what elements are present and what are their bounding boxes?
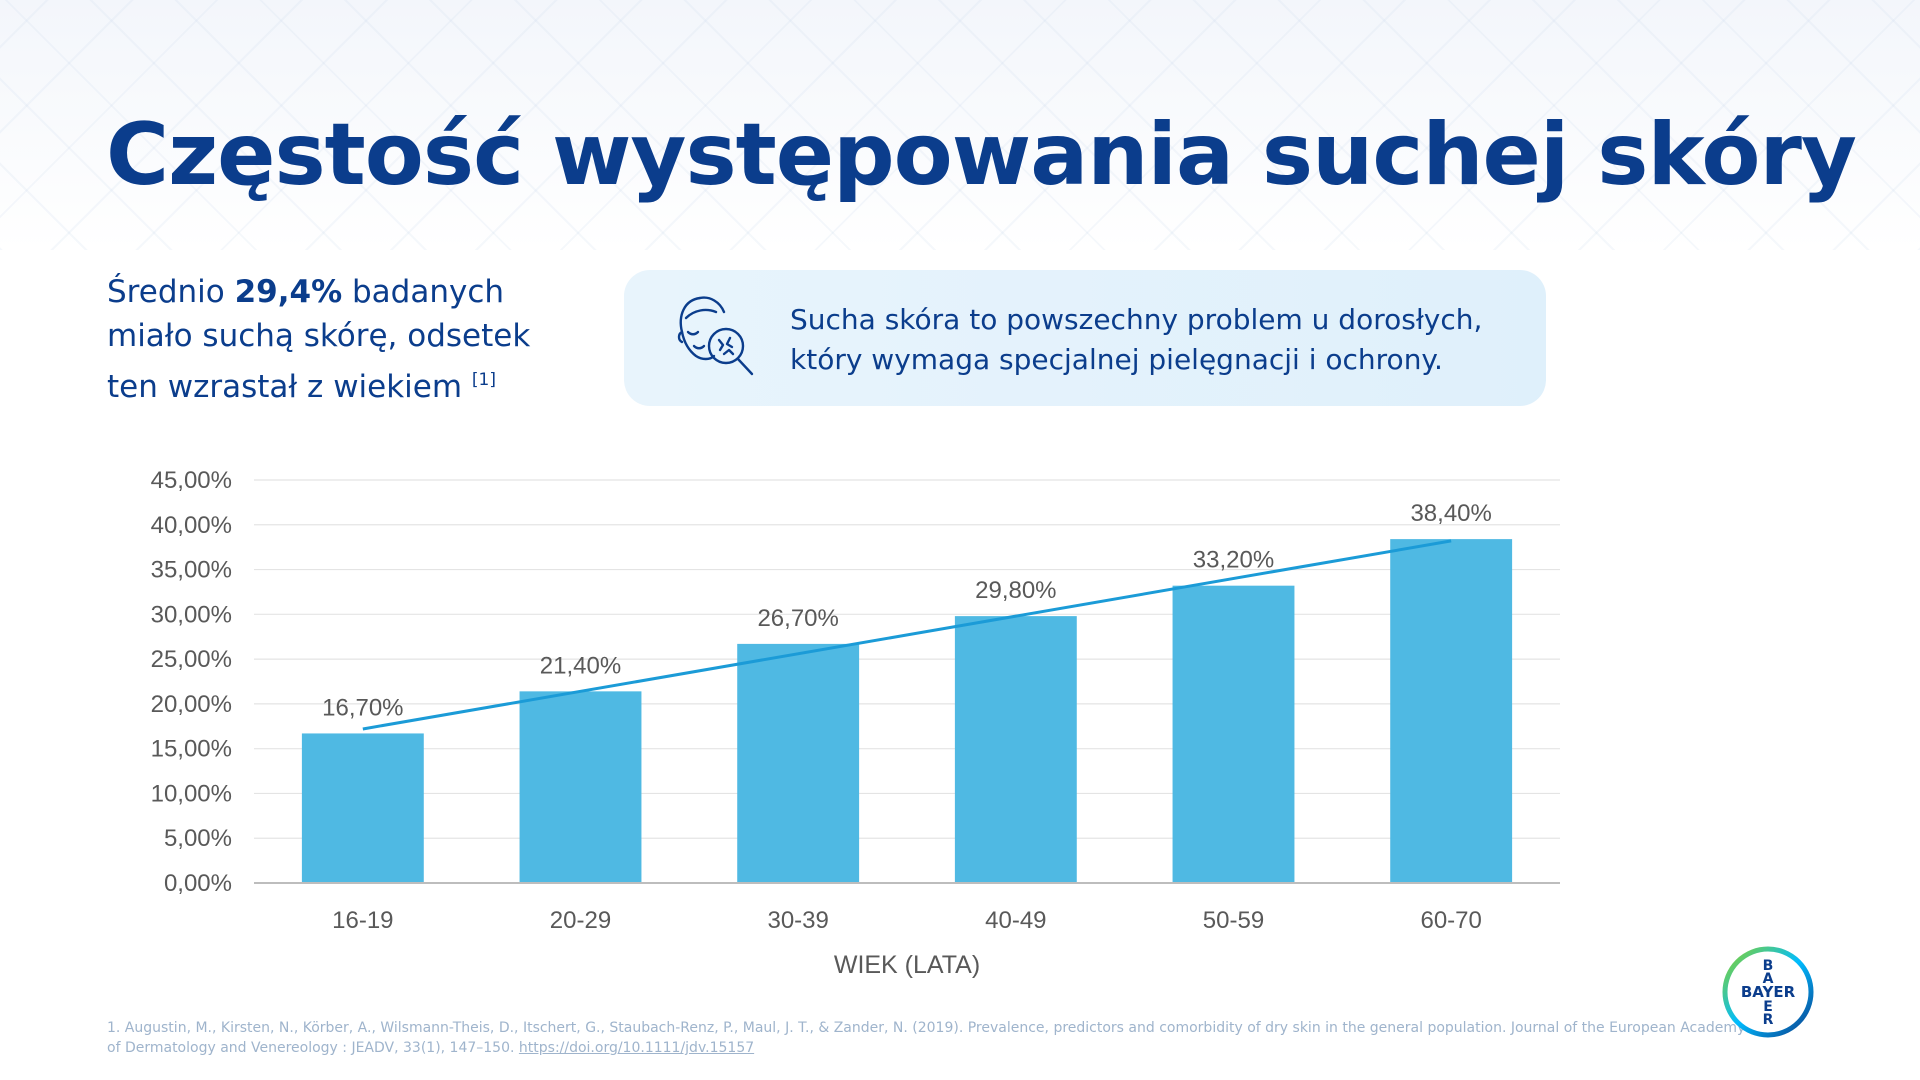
- y-tick-label: 45,00%: [151, 467, 232, 494]
- y-tick-label: 40,00%: [151, 512, 232, 539]
- bar: [1390, 539, 1513, 883]
- logo-text: BAYER: [1741, 983, 1796, 1001]
- bar-chart: 0,00% 5,00% 10,00% 15,00% 20,00% 25,00% 30,00%…: [151, 467, 1560, 979]
- y-tick-label: 20,00%: [151, 691, 232, 718]
- footnote: 1. Augustin, M., Kirsten, N., Körber, A.…: [107, 1018, 1757, 1058]
- data-label: 21,40%: [540, 652, 621, 679]
- trend-line: [362, 539, 1452, 731]
- bayer-logo: B A BAYER E R: [1722, 946, 1814, 1038]
- bar: [301, 733, 424, 883]
- data-label: 33,20%: [1193, 547, 1274, 574]
- y-tick-label: 35,00%: [151, 557, 232, 584]
- y-tick-label: 0,00%: [164, 870, 232, 897]
- x-tick-label: 30-39: [767, 907, 828, 934]
- bar: [737, 643, 860, 883]
- face-magnifier-icon: [677, 296, 754, 376]
- x-tick-label: 60-70: [1420, 907, 1481, 934]
- footnote-text: 1. Augustin, M., Kirsten, N., Körber, A.…: [107, 1020, 1746, 1056]
- x-tick-label: 20-29: [550, 907, 611, 934]
- intro-highlight: 29,4%: [234, 274, 343, 310]
- svg-text:E: E: [1763, 999, 1773, 1015]
- intro-prefix: Średnio: [107, 274, 235, 310]
- bar: [954, 616, 1077, 883]
- svg-text:A: A: [1763, 971, 1774, 987]
- svg-text:B: B: [1763, 958, 1774, 974]
- x-tick-label: 16-19: [332, 907, 393, 934]
- svg-text:R: R: [1763, 1012, 1774, 1028]
- data-label: 16,70%: [322, 694, 403, 721]
- intro-reference: [1]: [471, 370, 497, 390]
- x-tick-label: 40-49: [985, 907, 1046, 934]
- info-text: Sucha skóra to powszechny problem u doro…: [790, 303, 1483, 376]
- data-label: 29,80%: [975, 577, 1056, 604]
- doi-link[interactable]: https://doi.org/10.1111/jdv.15157: [518, 1040, 755, 1056]
- data-label: 38,40%: [1410, 500, 1491, 527]
- x-axis-title: WIEK (LATA): [834, 951, 980, 979]
- data-label: 26,70%: [757, 605, 838, 632]
- info-box: Sucha skóra to powszechny problem u doro…: [624, 270, 1546, 406]
- y-tick-label: 10,00%: [151, 780, 232, 807]
- y-tick-label: 30,00%: [151, 601, 232, 628]
- y-tick-label: 5,00%: [164, 825, 232, 852]
- header-background-pattern: [0, 0, 1920, 250]
- x-tick-label: 50-59: [1203, 907, 1264, 934]
- intro-suffix: badanych miało suchą skórę, odsetek ten …: [107, 274, 531, 405]
- intro-text: Średnio 29,4% badanych miało suchą skórę…: [107, 270, 587, 409]
- page-title: Częstość występowania suchej skóry: [106, 105, 1857, 205]
- y-tick-label: 15,00%: [151, 736, 232, 763]
- y-tick-label: 25,00%: [151, 646, 232, 673]
- bar: [1172, 585, 1295, 883]
- bar: [519, 691, 642, 883]
